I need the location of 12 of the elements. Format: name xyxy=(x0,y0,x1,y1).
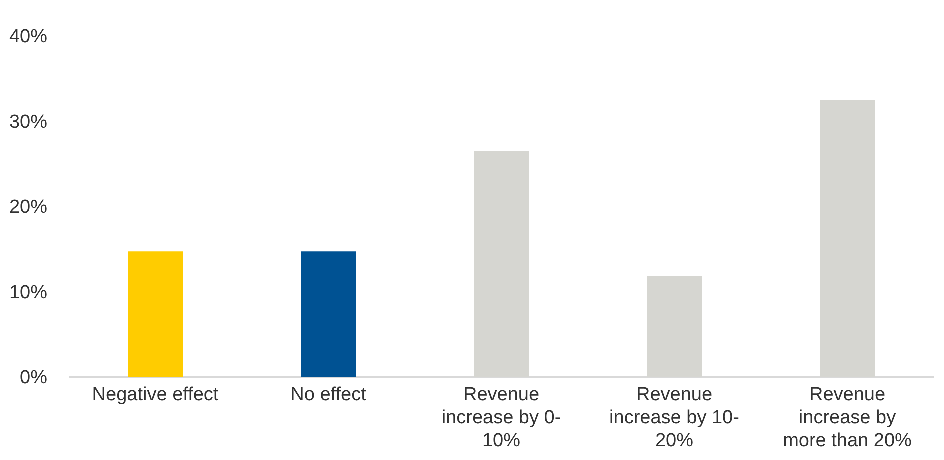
x-tick-label: No effect xyxy=(290,384,368,406)
x-tick-label: Negative effect xyxy=(92,384,220,406)
bar xyxy=(128,252,183,377)
x-tick-label: Revenue increase by 10-20% xyxy=(610,384,740,452)
bar xyxy=(301,252,356,377)
y-tick-label: 40% xyxy=(9,26,48,48)
x-tick-label: Revenue increase by 0-10% xyxy=(442,384,562,452)
y-tick-label: 20% xyxy=(9,197,48,218)
y-tick-label: 0% xyxy=(20,368,48,388)
y-tick-label: 30% xyxy=(9,112,48,133)
y-tick-label: 10% xyxy=(9,282,48,304)
x-tick-label: Revenue increase by more than 20% xyxy=(783,384,912,452)
